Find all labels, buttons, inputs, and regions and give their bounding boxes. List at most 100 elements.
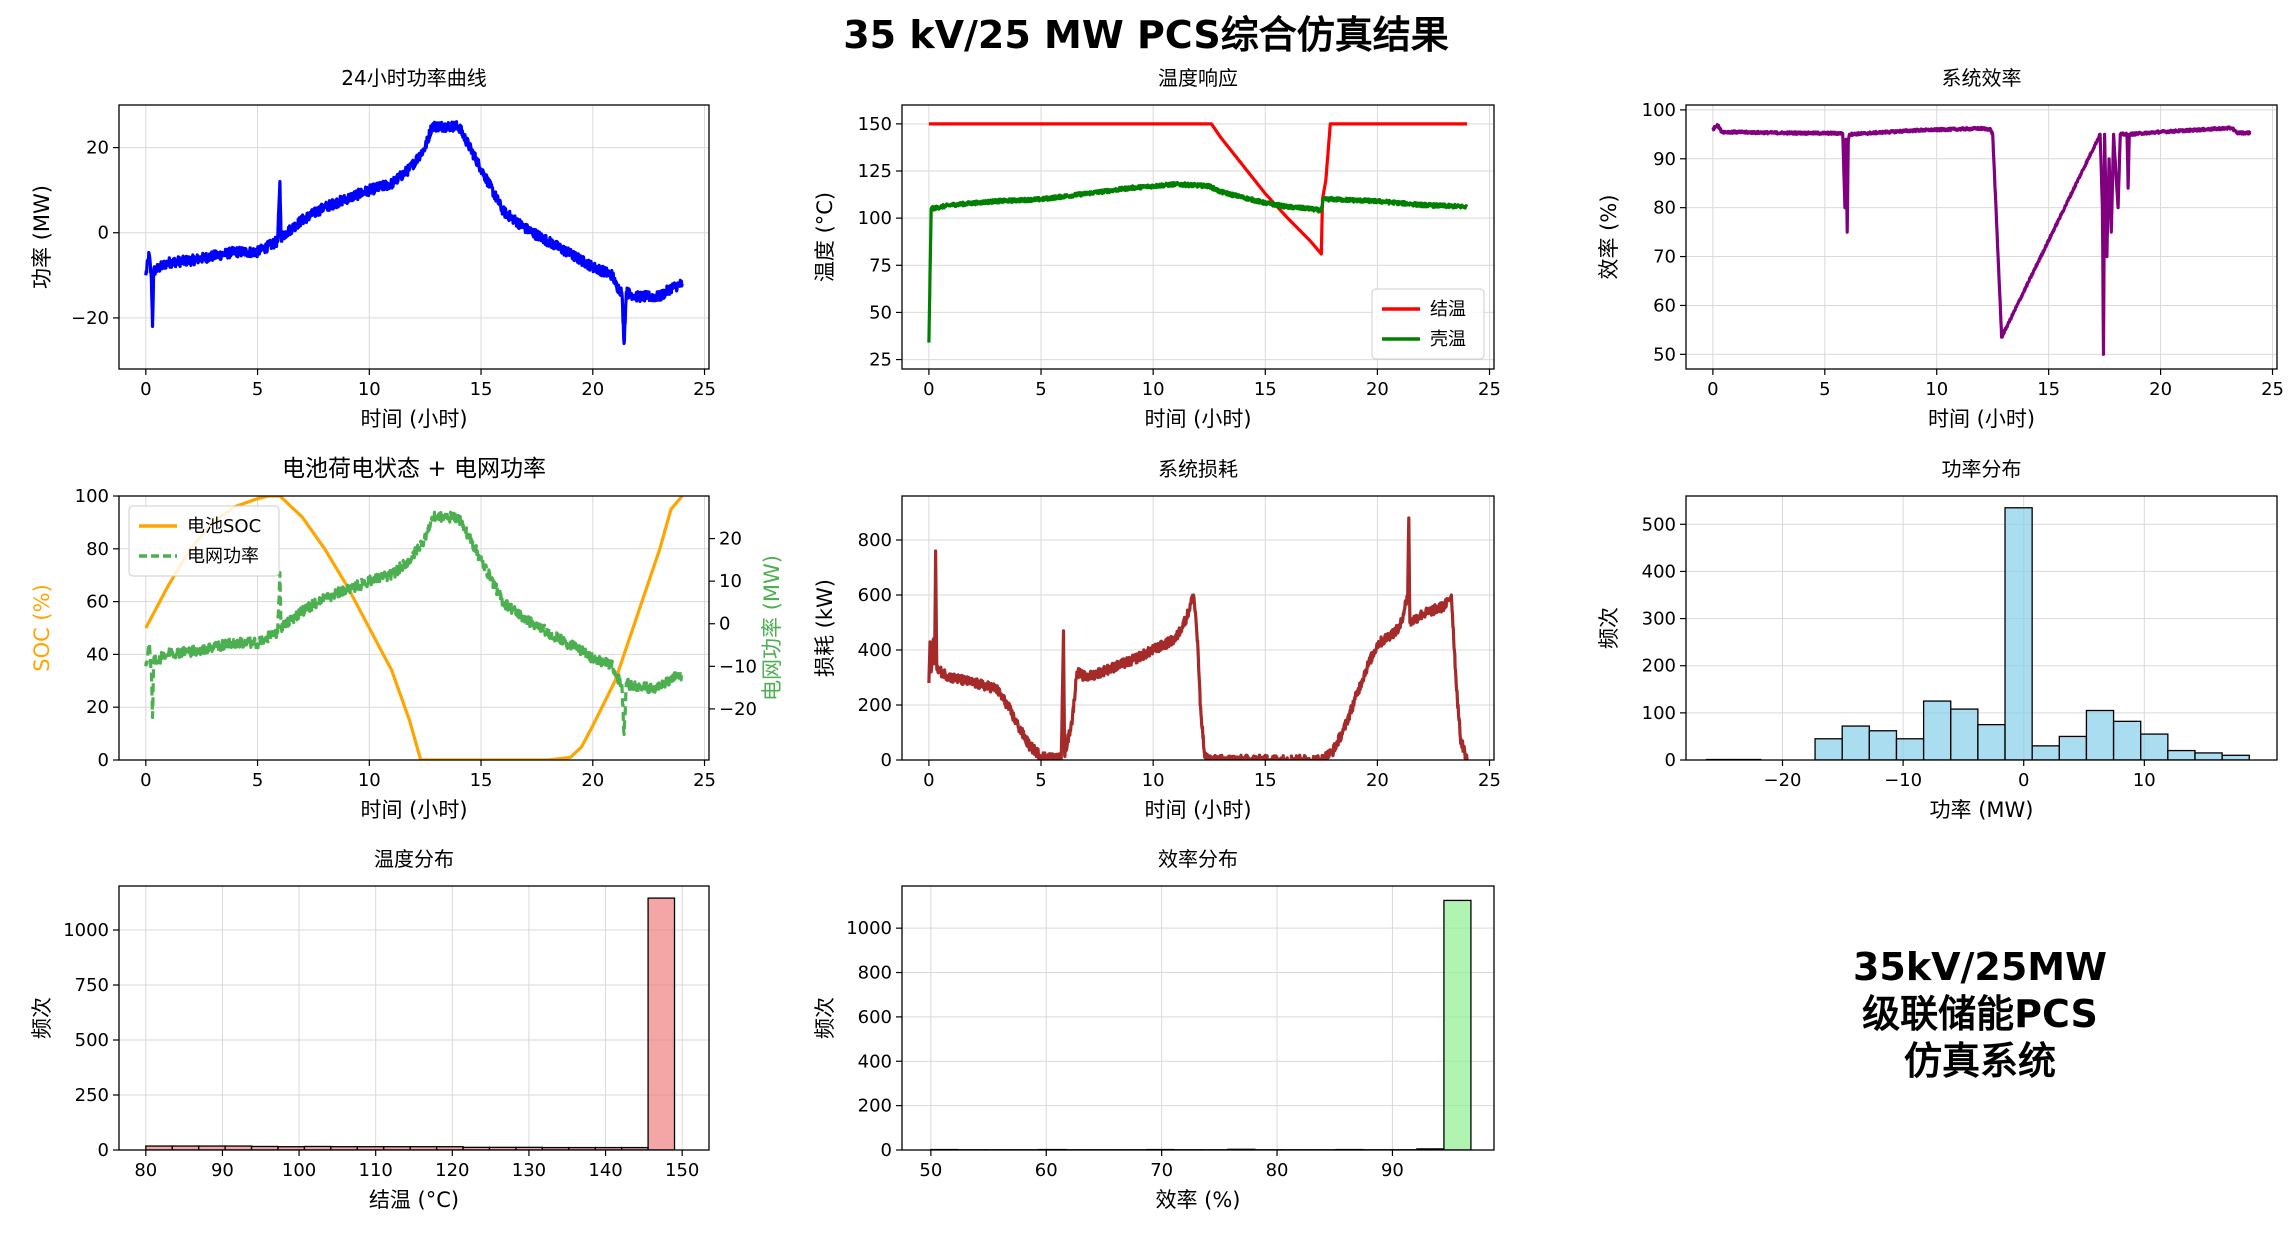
y-tick-label: 70 bbox=[1653, 247, 1676, 268]
histogram-bar bbox=[1950, 708, 1979, 760]
y-axis-label: 损耗 (kW) bbox=[813, 579, 837, 677]
x-tick-label: 130 bbox=[512, 1160, 546, 1181]
histogram-bar bbox=[1814, 738, 1843, 760]
panel-temp_hist: 80 90 100 110 120 130 140 150 0 250 500 750 1000 温度分布… bbox=[30, 847, 710, 1212]
y-right-tick-label: −20 bbox=[719, 699, 757, 720]
y-tick-label: 200 bbox=[1642, 656, 1676, 677]
axes-frame-efficiency bbox=[1685, 104, 2278, 370]
y-tick-label: 0 bbox=[98, 750, 109, 771]
histogram-bar bbox=[2140, 733, 2169, 760]
y-tick-label: 25 bbox=[869, 350, 892, 371]
y-right-axis-label: 电网功率 (MW) bbox=[760, 555, 784, 701]
panel-title-temp_hist: 温度分布 bbox=[374, 847, 454, 871]
y-tick-label: 0 bbox=[881, 750, 892, 771]
y-tick-label: 90 bbox=[1653, 149, 1676, 170]
y-tick-label: 75 bbox=[869, 255, 892, 276]
x-tick-label: 25 bbox=[693, 770, 716, 791]
legend-entry-label: 壳温 bbox=[1430, 329, 1466, 350]
y-tick-label: 125 bbox=[858, 161, 892, 182]
histogram-bar bbox=[1841, 725, 1870, 760]
y-tick-label: 40 bbox=[86, 644, 109, 665]
x-tick-label: 100 bbox=[282, 1160, 316, 1181]
legend-box bbox=[128, 505, 280, 577]
y-axis-label: 效率 (%) bbox=[1597, 194, 1621, 279]
annotation-line-2: 级联储能PCS bbox=[1862, 992, 2098, 1036]
plot-area-efficiency bbox=[1711, 123, 2252, 356]
y-tick-label: 500 bbox=[1642, 514, 1676, 535]
y-tick-label: 20 bbox=[86, 697, 109, 718]
x-tick-label: 20 bbox=[581, 379, 604, 400]
legend-entry-label: 电池SOC bbox=[187, 516, 261, 537]
x-axis-label: 时间 (小时) bbox=[1144, 407, 1251, 431]
x-axis-label: 效率 (%) bbox=[1155, 1188, 1240, 1212]
series-line-efficiency-0 bbox=[1711, 123, 2252, 356]
x-axis-label: 时间 (小时) bbox=[1144, 798, 1251, 822]
x-tick-label: −20 bbox=[1763, 770, 1801, 791]
x-tick-label: 5 bbox=[1819, 379, 1830, 400]
x-tick-label: 150 bbox=[665, 1160, 699, 1181]
series-line-temperature-1 bbox=[927, 180, 1469, 343]
y-tick-label: 100 bbox=[75, 486, 109, 507]
histogram-bar bbox=[647, 897, 676, 1150]
annotation-line-3: 仿真系统 bbox=[1904, 1039, 2056, 1083]
plot-area-power bbox=[144, 120, 684, 346]
x-tick-label: 5 bbox=[252, 379, 263, 400]
histogram-bar bbox=[2221, 754, 2250, 760]
y-tick-label: 100 bbox=[1642, 703, 1676, 724]
x-tick-label: 0 bbox=[2018, 770, 2029, 791]
y-tick-label: 400 bbox=[858, 640, 892, 661]
panel-title-soc: 电池荷电状态 + 电网功率 bbox=[282, 456, 546, 482]
y-tick-label: 80 bbox=[1653, 198, 1676, 219]
axes-frame-temp_hist bbox=[118, 885, 710, 1151]
y-axis-label: 频次 bbox=[813, 997, 837, 1039]
y-tick-label: 800 bbox=[858, 530, 892, 551]
y-tick-label: 500 bbox=[75, 1030, 109, 1051]
y-axis-label: 频次 bbox=[30, 997, 54, 1039]
axes-frame-power_hist bbox=[1685, 495, 2278, 761]
x-tick-label: 25 bbox=[2261, 379, 2284, 400]
legend-box bbox=[1371, 288, 1485, 360]
panel-title-eff_hist: 效率分布 bbox=[1158, 847, 1238, 871]
x-tick-label: 80 bbox=[134, 1160, 157, 1181]
x-tick-label: 15 bbox=[470, 770, 493, 791]
histogram-bar bbox=[2085, 709, 2115, 760]
axes-frame-loss bbox=[901, 495, 1495, 761]
y-tick-label: 600 bbox=[858, 585, 892, 606]
y-tick-label: 400 bbox=[1642, 561, 1676, 582]
y-tick-label: 60 bbox=[86, 592, 109, 613]
series-line-loss-0 bbox=[927, 516, 1469, 760]
y-tick-label: 750 bbox=[75, 975, 109, 996]
y-tick-label: 0 bbox=[98, 1140, 109, 1161]
axes-frame-temperature bbox=[901, 104, 1495, 370]
histogram-bar bbox=[2004, 507, 2033, 760]
histogram-bar bbox=[1977, 723, 2006, 760]
y-tick-label: 100 bbox=[1642, 100, 1676, 121]
x-axis-label: 结温 (°C) bbox=[369, 1188, 459, 1212]
x-tick-label: 5 bbox=[1035, 379, 1046, 400]
x-tick-label: 10 bbox=[358, 379, 381, 400]
x-tick-label: 90 bbox=[211, 1160, 234, 1181]
axes-frame-soc bbox=[118, 495, 710, 761]
y-tick-label: 0 bbox=[881, 1140, 892, 1161]
legend-entry-label: 结温 bbox=[1430, 299, 1466, 320]
y-right-tick-label: 10 bbox=[719, 571, 742, 592]
x-tick-label: 120 bbox=[435, 1160, 469, 1181]
x-tick-label: 20 bbox=[581, 770, 604, 791]
y-tick-label: 0 bbox=[98, 223, 109, 244]
panel-title-loss: 系统损耗 bbox=[1158, 457, 1238, 481]
histogram-bar bbox=[2167, 749, 2196, 760]
x-axis-label: 时间 (小时) bbox=[360, 407, 467, 431]
x-tick-label: 25 bbox=[693, 379, 716, 400]
x-tick-label: 10 bbox=[1925, 379, 1948, 400]
panel-soc: 0 5 10 15 20 25 0 20 40 60 80 100 −20 −10 0 10 20 电池荷电状态 … bbox=[30, 456, 784, 822]
y-tick-label: 250 bbox=[75, 1085, 109, 1106]
x-tick-label: 20 bbox=[1366, 770, 1389, 791]
legend-soc: 电池SOC 电网功率 bbox=[128, 505, 280, 577]
